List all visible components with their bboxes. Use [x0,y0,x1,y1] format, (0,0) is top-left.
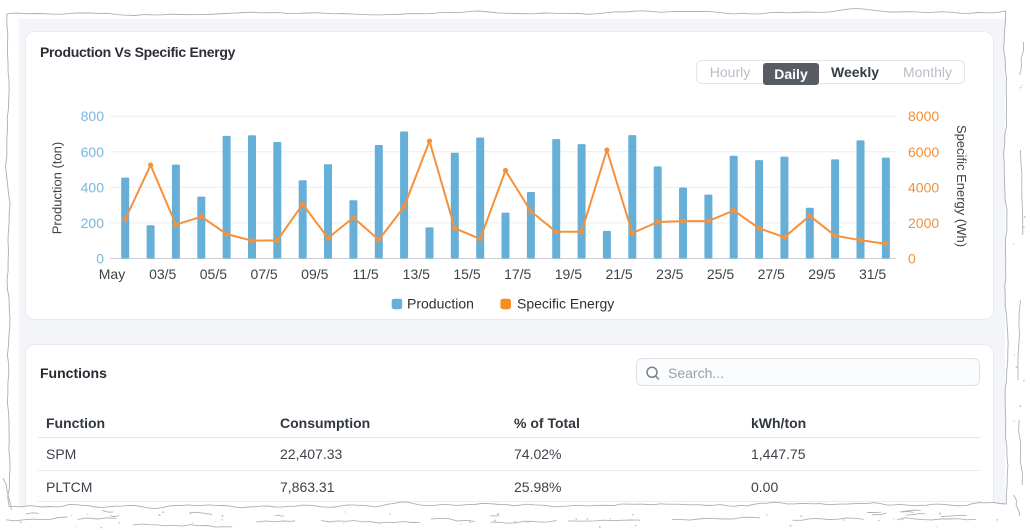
svg-text:800: 800 [81,108,105,124]
svg-text:6000: 6000 [908,144,939,160]
svg-text:Specific Energy (Wh): Specific Energy (Wh) [954,125,969,247]
svg-text:Production: Production [407,296,474,312]
svg-text:2000: 2000 [908,215,939,231]
svg-text:15/5: 15/5 [453,266,480,282]
svg-text:07/5: 07/5 [250,266,277,282]
svg-text:23/5: 23/5 [656,266,683,282]
svg-text:600: 600 [81,144,105,160]
svg-text:May: May [99,266,125,282]
svg-text:05/5: 05/5 [200,266,227,282]
svg-text:17/5: 17/5 [504,266,531,282]
svg-text:09/5: 09/5 [301,266,328,282]
svg-text:4000: 4000 [908,179,939,195]
svg-text:0: 0 [96,251,104,267]
svg-text:11/5: 11/5 [352,266,378,282]
svg-text:0: 0 [908,251,916,267]
svg-text:31/5: 31/5 [859,266,886,282]
svg-text:400: 400 [81,179,105,195]
svg-text:27/5: 27/5 [758,266,785,282]
svg-text:19/5: 19/5 [555,266,582,282]
svg-text:21/5: 21/5 [605,266,632,282]
svg-text:29/5: 29/5 [808,266,835,282]
svg-text:25/5: 25/5 [707,266,734,282]
svg-text:Specific Energy: Specific Energy [517,296,614,312]
svg-text:Production (ton): Production (ton) [50,142,65,235]
svg-text:8000: 8000 [908,108,939,124]
svg-text:200: 200 [81,215,105,231]
svg-text:13/5: 13/5 [403,266,430,282]
svg-text:03/5: 03/5 [149,266,176,282]
